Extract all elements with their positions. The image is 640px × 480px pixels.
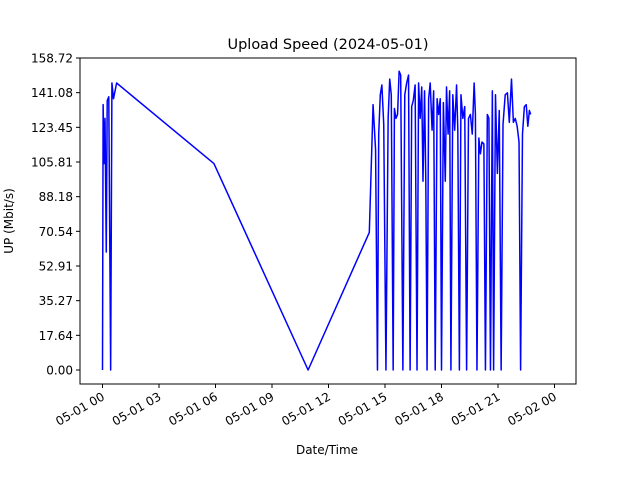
y-tick-label: 35.27 — [39, 294, 73, 308]
y-tick-label: 0.00 — [46, 364, 73, 378]
y-tick-label: 17.64 — [39, 329, 73, 343]
x-axis-title: Date/Time — [296, 443, 358, 457]
y-tick-label: 105.81 — [31, 156, 73, 170]
y-axis-title: UP (Mbit/s) — [2, 188, 16, 254]
chart-title: Upload Speed (2024-05-01) — [227, 37, 428, 53]
upload-speed-line — [101, 70, 532, 371]
y-tick-label: 52.91 — [39, 260, 73, 274]
y-tick-label: 141.08 — [31, 86, 73, 100]
y-tick-label: 88.18 — [39, 190, 73, 204]
y-axis: 0.00 17.64 35.27 52.91 70.54 88.18 105.81 123.4… — [31, 52, 80, 378]
plot-line-group — [101, 70, 532, 371]
y-tick-label: 70.54 — [39, 225, 73, 239]
y-tick-label: 158.72 — [31, 52, 73, 66]
y-tick-label: 123.45 — [31, 121, 73, 135]
